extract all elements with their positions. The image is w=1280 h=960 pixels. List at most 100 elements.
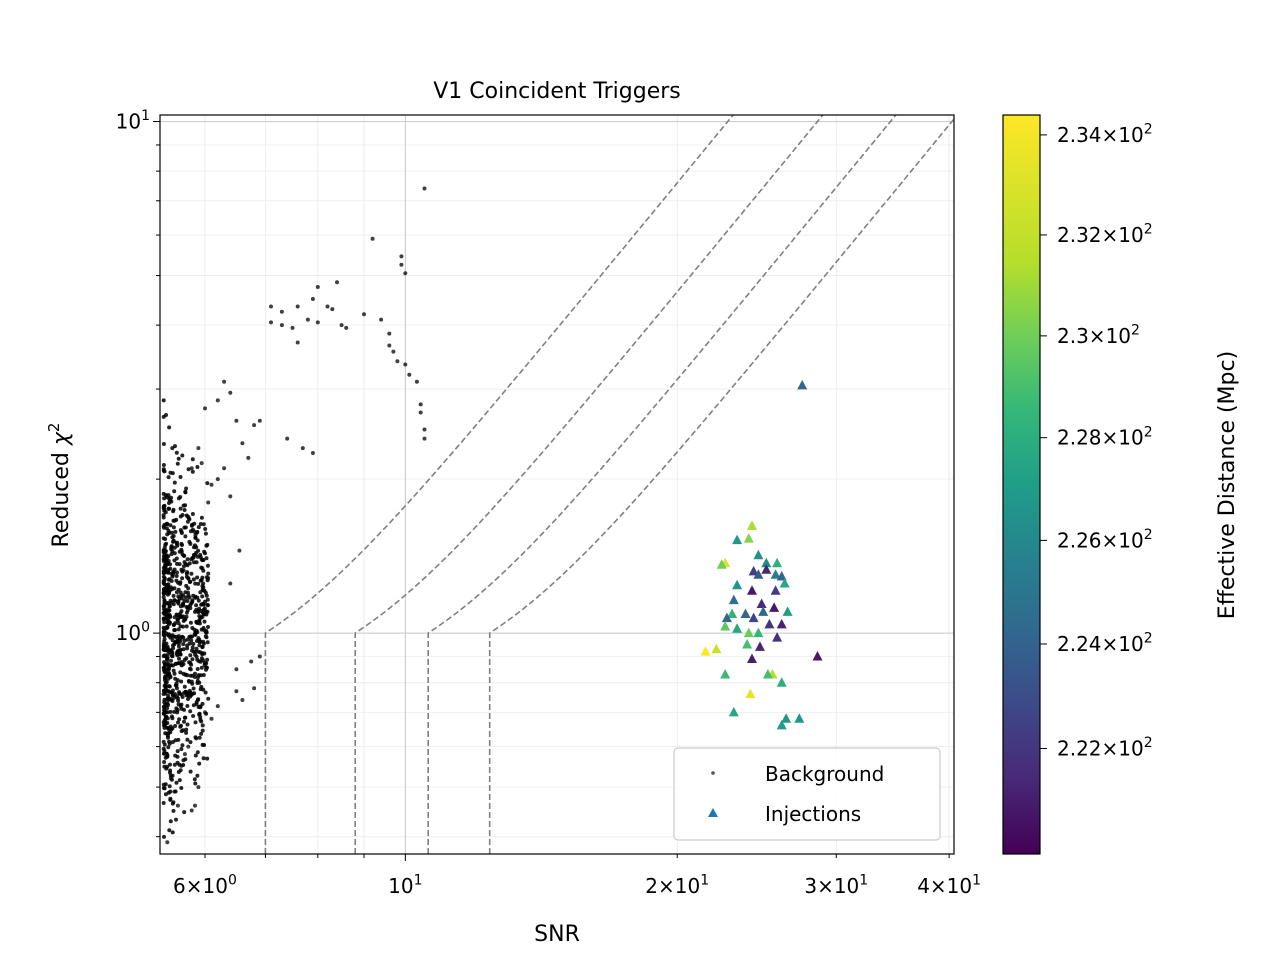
colorbar-tick-label: 2.32×102 bbox=[1057, 222, 1153, 247]
background-point bbox=[193, 781, 198, 786]
background-point bbox=[176, 661, 181, 666]
background-point bbox=[171, 525, 176, 530]
background-point bbox=[168, 768, 173, 773]
background-point bbox=[165, 625, 170, 630]
injection-point bbox=[772, 557, 783, 568]
background-point bbox=[163, 670, 168, 675]
background-point bbox=[161, 442, 166, 446]
background-point bbox=[176, 456, 181, 461]
background-point bbox=[172, 545, 177, 550]
injection-point bbox=[727, 608, 738, 618]
injection-point bbox=[753, 569, 764, 579]
background-point bbox=[190, 645, 195, 650]
background-point bbox=[305, 317, 310, 322]
injection-point bbox=[761, 564, 772, 574]
injection-point bbox=[745, 688, 756, 699]
background-point bbox=[171, 534, 176, 538]
background-point bbox=[176, 644, 181, 649]
grid-lines bbox=[160, 115, 954, 854]
y-tick-label: 101 bbox=[116, 108, 150, 133]
x-tick-label: 6×100 bbox=[173, 873, 237, 898]
background-point bbox=[186, 586, 191, 591]
background-point bbox=[164, 521, 169, 526]
background-point bbox=[257, 418, 262, 423]
background-point bbox=[198, 578, 203, 583]
x-axis-ticks: 6×100 101 2×101 3×101 4×101 bbox=[173, 854, 981, 898]
background-point bbox=[170, 688, 175, 693]
background-point bbox=[315, 285, 320, 289]
background-point bbox=[203, 599, 207, 604]
background-point bbox=[205, 603, 210, 608]
background-point bbox=[209, 716, 214, 721]
background-point bbox=[162, 616, 167, 621]
background-point bbox=[191, 555, 196, 560]
legend[interactable]: Background Injections bbox=[673, 747, 941, 841]
background-point bbox=[330, 307, 335, 312]
injection-point bbox=[742, 639, 753, 649]
background-point bbox=[172, 598, 177, 603]
background-point bbox=[166, 661, 170, 666]
background-point bbox=[188, 579, 193, 584]
background-point bbox=[215, 398, 220, 403]
background-point bbox=[197, 614, 202, 619]
background-point bbox=[164, 493, 168, 498]
background-point bbox=[168, 523, 173, 528]
injection-point bbox=[782, 606, 793, 616]
background-point bbox=[162, 587, 166, 592]
background-point bbox=[161, 524, 166, 529]
background-point bbox=[162, 639, 167, 644]
background-point bbox=[193, 535, 198, 540]
background-point bbox=[201, 588, 206, 593]
injection-point bbox=[761, 557, 772, 568]
background-point bbox=[194, 560, 199, 565]
background-point bbox=[197, 761, 202, 766]
background-point bbox=[175, 710, 180, 715]
background-point bbox=[166, 689, 171, 694]
background-point bbox=[167, 425, 172, 430]
background-point bbox=[422, 186, 427, 191]
background-point bbox=[179, 679, 184, 684]
background-point bbox=[403, 271, 408, 276]
background-point bbox=[187, 561, 192, 566]
background-point bbox=[196, 581, 201, 586]
background-point bbox=[203, 690, 208, 695]
background-point bbox=[249, 659, 254, 664]
background-point bbox=[190, 599, 195, 604]
background-point bbox=[162, 725, 167, 730]
background-point bbox=[181, 503, 186, 508]
background-point bbox=[162, 709, 167, 714]
background-point bbox=[193, 543, 197, 548]
background-point bbox=[422, 427, 427, 432]
background-point bbox=[188, 661, 193, 665]
background-point bbox=[170, 574, 175, 579]
snr-contour-2 bbox=[427, 115, 897, 854]
background-point bbox=[186, 593, 191, 598]
background-series bbox=[161, 186, 427, 845]
background-point bbox=[200, 701, 205, 706]
background-point bbox=[201, 687, 206, 692]
background-point bbox=[161, 705, 166, 709]
background-point bbox=[172, 480, 177, 485]
background-point bbox=[169, 658, 173, 663]
background-point bbox=[193, 652, 198, 657]
background-point bbox=[200, 644, 205, 649]
injection-point bbox=[779, 578, 790, 588]
background-point bbox=[169, 579, 174, 583]
background-point bbox=[167, 784, 172, 789]
background-point bbox=[190, 626, 195, 630]
colorbar-gradient bbox=[1002, 114, 1041, 855]
background-point bbox=[162, 665, 167, 670]
background-point bbox=[206, 625, 210, 629]
background-point bbox=[161, 548, 166, 553]
background-point bbox=[234, 689, 239, 694]
background-point bbox=[188, 667, 193, 672]
injection-point bbox=[747, 585, 757, 595]
background-point bbox=[182, 810, 187, 815]
background-point bbox=[203, 630, 208, 635]
background-point bbox=[175, 803, 180, 808]
background-point bbox=[228, 390, 233, 395]
background-point bbox=[200, 728, 205, 733]
background-point bbox=[190, 469, 195, 474]
background-point bbox=[171, 693, 176, 698]
background-point bbox=[166, 693, 171, 698]
